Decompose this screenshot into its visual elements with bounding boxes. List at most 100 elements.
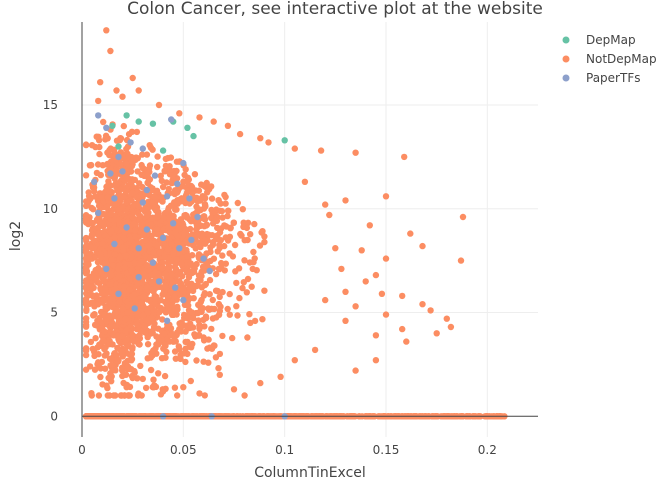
notdepmap-point <box>82 141 90 148</box>
notdepmap-point <box>142 329 149 336</box>
notdepmap-point <box>94 224 102 231</box>
notdepmap-point <box>180 288 187 295</box>
notdepmap-point <box>259 316 266 323</box>
notdepmap-point <box>227 224 234 231</box>
notdepmap-point <box>257 379 264 387</box>
notdepmap-point <box>99 240 106 247</box>
notdepmap-point <box>116 298 123 305</box>
depmap-point <box>184 124 191 131</box>
notdepmap-point <box>230 386 238 393</box>
notdepmap-point <box>159 388 167 395</box>
notdepmap-point <box>208 325 215 333</box>
legend-item-depmap[interactable]: DepMap <box>562 33 636 47</box>
notdepmap-point <box>155 370 162 377</box>
y-tick-label: 0 <box>50 409 58 423</box>
notdepmap-point <box>201 240 209 247</box>
notdepmap-point <box>147 354 155 361</box>
notdepmap-point <box>170 212 177 220</box>
notdepmap-point <box>197 299 204 306</box>
legend[interactable]: DepMap NotDepMap PaperTFs <box>562 33 657 85</box>
notdepmap-point <box>91 253 99 261</box>
notdepmap-point <box>188 183 196 191</box>
papertfs-point <box>91 178 98 185</box>
legend-item-notdepmap[interactable]: NotDepMap <box>562 52 657 66</box>
notdepmap-point <box>116 272 123 280</box>
tick-labels: 0 0.05 0.1 0.15 0.2 0 5 10 15 <box>43 98 497 457</box>
papertfs-point <box>170 220 177 227</box>
notdepmap-point <box>202 314 210 322</box>
papertfs-point <box>188 236 195 244</box>
notdepmap-point <box>129 332 136 339</box>
notdepmap-point <box>165 185 172 193</box>
notdepmap-point <box>291 357 298 364</box>
notdepmap-point <box>128 357 135 364</box>
notdepmap-point <box>200 292 207 299</box>
notdepmap-point <box>301 178 309 185</box>
notdepmap-point <box>155 212 162 220</box>
notdepmap-point <box>190 314 197 322</box>
notdepmap-point <box>174 392 181 399</box>
notdepmap-point <box>241 392 248 399</box>
notdepmap-point <box>229 253 237 260</box>
notdepmap-point <box>94 161 102 168</box>
x-tick-label: 0.1 <box>275 443 294 457</box>
notdepmap-point <box>167 288 174 295</box>
notdepmap-point <box>128 162 136 170</box>
notdepmap-point <box>143 284 151 291</box>
notdepmap-point <box>108 188 116 196</box>
notdepmap-point <box>195 239 202 246</box>
papertfs-point <box>180 159 187 167</box>
notdepmap-point <box>117 161 124 168</box>
notdepmap-point <box>82 315 90 322</box>
notdepmap-point <box>161 341 169 349</box>
papertfs-point <box>151 172 159 179</box>
notdepmap-point <box>133 154 140 161</box>
notdepmap-point <box>207 248 214 256</box>
notdepmap-point <box>183 278 190 285</box>
notdepmap-point <box>148 314 155 322</box>
notdepmap-point <box>180 384 187 391</box>
legend-item-papertfs[interactable]: PaperTFs <box>562 71 641 85</box>
notdepmap-point <box>186 268 194 275</box>
notdepmap-point <box>119 332 126 340</box>
notdepmap-point <box>177 328 185 335</box>
notdepmap-point <box>187 324 195 331</box>
notdepmap-point <box>121 392 128 399</box>
notdepmap-point <box>142 206 150 213</box>
notdepmap-point <box>171 229 178 236</box>
notdepmap-point <box>107 323 114 330</box>
notdepmap-point <box>95 392 103 399</box>
notdepmap-point <box>176 110 183 117</box>
notdepmap-point <box>419 301 426 308</box>
notdepmap-point <box>147 366 155 374</box>
notdepmap-point <box>161 298 169 306</box>
notdepmap-point <box>194 207 201 214</box>
notdepmap-point <box>182 358 189 366</box>
notdepmap-point <box>167 331 174 339</box>
notdepmap-point <box>115 318 123 325</box>
notdepmap-point <box>219 252 226 259</box>
notdepmap-point <box>200 205 208 212</box>
notdepmap-point <box>201 392 208 399</box>
notdepmap-point <box>115 265 122 272</box>
notdepmap-point <box>213 235 220 243</box>
notdepmap-point <box>161 167 168 175</box>
notdepmap-point <box>92 335 99 342</box>
notdepmap-point <box>128 266 135 274</box>
notdepmap-point <box>233 303 240 310</box>
notdepmap-point <box>215 265 223 272</box>
notdepmap-point <box>109 341 116 348</box>
notdepmap-point <box>150 323 158 331</box>
notdepmap-point <box>87 291 94 299</box>
notdepmap-point <box>83 331 90 338</box>
notdepmap-point <box>95 359 102 366</box>
notdepmap-point <box>100 337 107 345</box>
y-tick-label: 10 <box>43 202 58 216</box>
notdepmap-point <box>443 315 450 322</box>
notdepmap-point <box>116 254 124 261</box>
notdepmap-point <box>236 130 244 138</box>
notdepmap-point <box>188 309 196 316</box>
notdepmap-point <box>246 311 253 318</box>
notdepmap-point <box>208 345 216 352</box>
